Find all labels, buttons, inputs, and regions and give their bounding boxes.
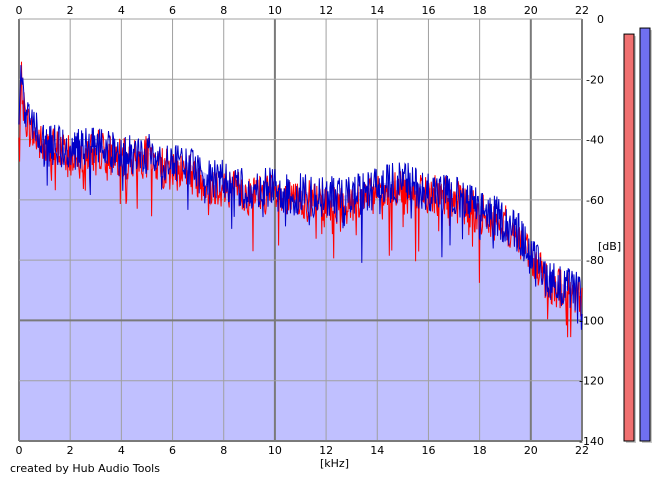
x-tick-label-top: 4: [118, 4, 125, 17]
x-tick-label-bottom: 10: [268, 444, 282, 457]
x-tick-label-bottom: 20: [524, 444, 538, 457]
x-tick-label-top: 10: [268, 4, 282, 17]
level-meter-right: [639, 27, 651, 442]
fill-area: [19, 64, 582, 441]
y-tick-label: 0: [597, 13, 604, 26]
y-tick-label: -20: [586, 73, 604, 86]
credit-text: created by Hub Audio Tools: [10, 462, 160, 475]
y-tick-label: -140: [579, 435, 604, 448]
axes: 002244668810101212141416161818202022220-…: [16, 4, 605, 457]
y-axis-label: [dB]: [598, 240, 621, 253]
x-tick-label-bottom: 16: [421, 444, 435, 457]
grid: [18, 18, 583, 442]
x-tick-label-bottom: 14: [370, 444, 384, 457]
y-tick-label: -40: [586, 134, 604, 147]
spectrum-lines: [18, 61, 583, 338]
x-tick-label-bottom: 4: [118, 444, 125, 457]
x-tick-label-bottom: 12: [319, 444, 333, 457]
x-tick-label-top: 20: [524, 4, 538, 17]
x-tick-label-bottom: 8: [220, 444, 227, 457]
x-tick-label-bottom: 18: [473, 444, 487, 457]
level-meter-left: [623, 33, 635, 442]
y-tick-label: -120: [579, 375, 604, 388]
y-tick-label: -100: [579, 314, 604, 327]
x-tick-label-top: 8: [220, 4, 227, 17]
x-tick-label-top: 14: [370, 4, 384, 17]
x-tick-label-bottom: 2: [67, 444, 74, 457]
x-tick-label-top: 2: [67, 4, 74, 17]
right-channel-line: [18, 65, 583, 330]
level-meters: [623, 27, 652, 444]
x-tick-label-top: 22: [575, 4, 589, 17]
x-tick-label-top: 0: [16, 4, 23, 17]
x-axis-label: [kHz]: [320, 457, 349, 470]
y-tick-label: -80: [586, 254, 604, 267]
x-tick-label-top: 12: [319, 4, 333, 17]
x-tick-label-bottom: 6: [169, 444, 176, 457]
x-tick-label-top: 6: [169, 4, 176, 17]
spectrum-fill-area: [19, 64, 582, 441]
y-tick-label: -60: [586, 194, 604, 207]
x-tick-label-bottom: 22: [575, 444, 589, 457]
x-tick-label-bottom: 0: [16, 444, 23, 457]
x-tick-label-top: 18: [473, 4, 487, 17]
x-tick-label-top: 16: [421, 4, 435, 17]
